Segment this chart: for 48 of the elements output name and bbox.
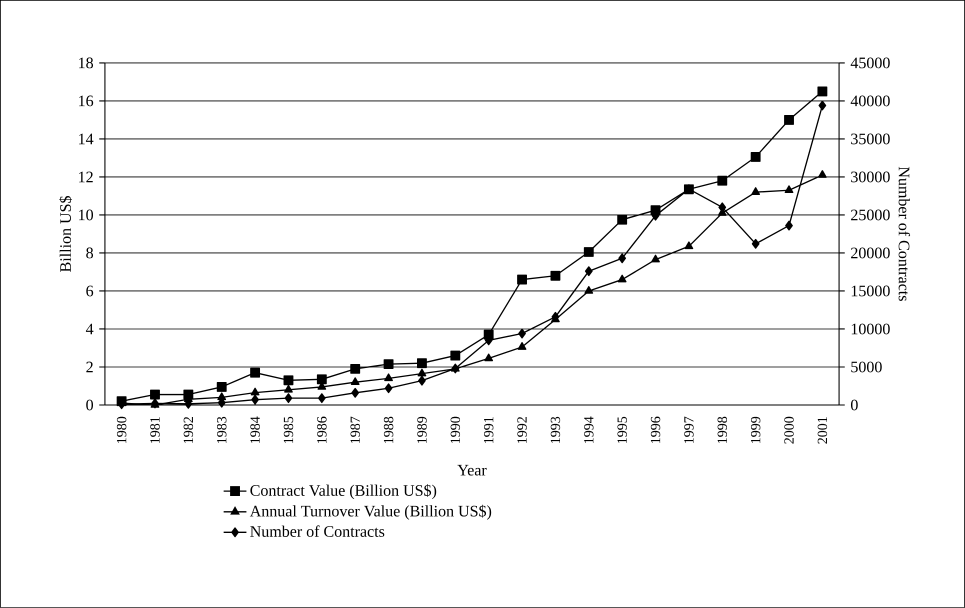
y2-tick-label: 20000 — [851, 248, 890, 258]
y-tick-label: 12 — [79, 172, 93, 182]
y2-tick-label: 10000 — [852, 324, 890, 334]
y2-axis-title: Number of Contracts — [898, 166, 910, 301]
x-tick-label: 1996 — [650, 416, 660, 444]
y-tick-label: 2 — [86, 362, 93, 372]
x-tick-label: 1988 — [384, 416, 394, 444]
x-tick-label: 1987 — [350, 416, 360, 444]
x-tick-label: 2001 — [818, 417, 828, 444]
legend-label: Contract Value (Billion US$) — [250, 484, 436, 500]
y-axis-title: Billion US$ — [59, 196, 72, 272]
x-tick-label: 2000 — [784, 416, 794, 444]
legend-label: Number of Contracts — [250, 525, 384, 537]
y2-tick-label: 0 — [850, 400, 858, 410]
y-tick-label: 14 — [79, 134, 94, 144]
x-tick-label: 1990 — [450, 416, 460, 444]
x-tick-label: 1994 — [584, 416, 594, 444]
x-tick-label: 1993 — [550, 416, 560, 444]
y2-tick-label: 35000 — [851, 134, 890, 144]
y-tick-label: 18 — [79, 58, 94, 68]
x-tick-label: 1981 — [150, 417, 160, 444]
x-tick-label: 1984 — [250, 416, 260, 444]
y-tick-label: 6 — [86, 286, 94, 296]
y2-tick-label: 5000 — [851, 362, 882, 372]
y2-tick-label: 25000 — [851, 210, 890, 220]
x-tick-label: 1986 — [317, 416, 327, 444]
x-tick-label: 1991 — [484, 417, 494, 444]
y2-tick-label: 45000 — [850, 58, 890, 68]
x-tick-label: 1982 — [184, 417, 194, 444]
x-tick-label: 1985 — [284, 416, 294, 444]
y2-tick-label: 15000 — [852, 286, 890, 296]
x-tick-label: 1995 — [617, 416, 627, 444]
x-tick-label: 1989 — [417, 416, 427, 444]
y-tick-label: 8 — [86, 248, 94, 258]
y2-tick-label: 30000 — [851, 172, 890, 182]
y-tick-label: 4 — [86, 324, 94, 334]
y-tick-label: 16 — [79, 96, 94, 106]
y-tick-label: 10 — [79, 210, 94, 220]
x-tick-label: 1992 — [517, 417, 527, 444]
x-tick-label: 1983 — [217, 416, 226, 444]
x-tick-label: 1999 — [750, 416, 760, 444]
y2-tick-label: 40000 — [850, 96, 890, 106]
x-axis-title: Year — [457, 464, 487, 476]
x-tick-label: 1998 — [718, 416, 728, 444]
y-tick-label: 0 — [86, 400, 94, 410]
x-tick-label: 1997 — [684, 416, 694, 444]
legend-label: Annual Turnover Value (Billion US$) — [250, 504, 492, 520]
x-tick-label: 1980 — [116, 416, 126, 444]
